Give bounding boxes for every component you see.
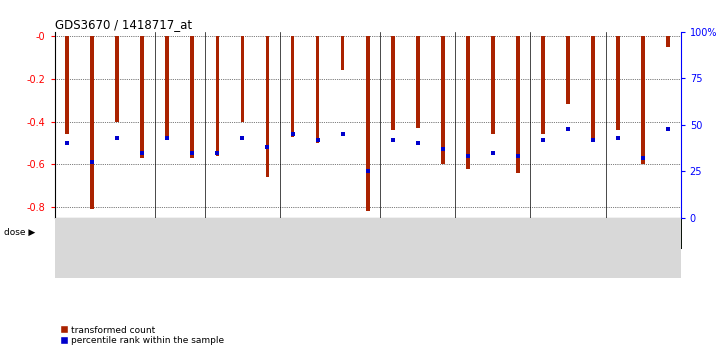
Bar <box>215 36 219 156</box>
Bar <box>441 36 445 164</box>
Text: 0.35 mM HOCl: 0.35 mM HOCl <box>217 230 268 236</box>
Bar <box>455 218 531 248</box>
Bar <box>391 36 395 130</box>
Bar <box>66 36 69 135</box>
Legend: transformed count, percentile rank within the sample: transformed count, percentile rank withi… <box>59 325 225 346</box>
Text: 2.8 mM HOCl: 2.8 mM HOCl <box>540 228 596 237</box>
Bar <box>466 36 470 169</box>
Bar <box>666 36 670 47</box>
Bar <box>365 36 370 211</box>
Bar <box>531 218 606 248</box>
Text: 0.7 mM HOCl: 0.7 mM HOCl <box>303 228 357 237</box>
Bar <box>616 36 620 130</box>
Bar <box>641 36 645 164</box>
Bar <box>380 218 455 248</box>
Text: 2.1 mM HOCl: 2.1 mM HOCl <box>465 228 521 237</box>
Text: GDS3670 / 1418717_at: GDS3670 / 1418717_at <box>55 18 191 31</box>
Bar <box>516 36 520 173</box>
Bar <box>316 36 320 143</box>
Bar <box>280 218 380 248</box>
Bar <box>416 36 419 128</box>
Bar <box>266 36 269 177</box>
Bar <box>90 36 94 209</box>
Bar <box>141 36 144 158</box>
Bar <box>155 218 205 248</box>
Bar <box>491 36 495 135</box>
Text: 0.14 mM HOCl: 0.14 mM HOCl <box>154 230 205 236</box>
Text: 3.5 mM HOCl: 3.5 mM HOCl <box>616 228 670 237</box>
Bar <box>541 36 545 135</box>
Bar <box>165 36 169 139</box>
Text: dose ▶: dose ▶ <box>4 228 35 237</box>
Bar <box>240 36 245 121</box>
Bar <box>606 218 681 248</box>
Bar <box>205 218 280 248</box>
Bar <box>191 36 194 158</box>
Bar <box>115 36 119 121</box>
Bar <box>591 36 595 139</box>
Bar <box>341 36 344 70</box>
Bar <box>566 36 570 104</box>
Bar <box>55 218 155 248</box>
Bar <box>290 36 294 137</box>
Text: 1.4 mM HOCl: 1.4 mM HOCl <box>390 228 446 237</box>
Text: 0 mM HOCl: 0 mM HOCl <box>81 228 128 237</box>
